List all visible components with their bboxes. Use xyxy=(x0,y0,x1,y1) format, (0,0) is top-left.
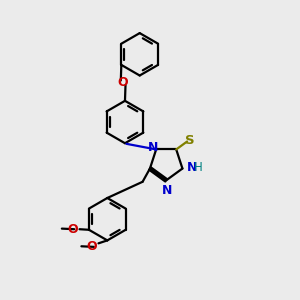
Text: H: H xyxy=(194,161,202,174)
Text: N: N xyxy=(187,161,197,174)
Text: O: O xyxy=(87,240,97,254)
Text: S: S xyxy=(185,134,194,146)
Text: O: O xyxy=(118,76,128,89)
Text: N: N xyxy=(147,142,158,154)
Text: N: N xyxy=(162,184,172,197)
Text: O: O xyxy=(67,223,78,236)
